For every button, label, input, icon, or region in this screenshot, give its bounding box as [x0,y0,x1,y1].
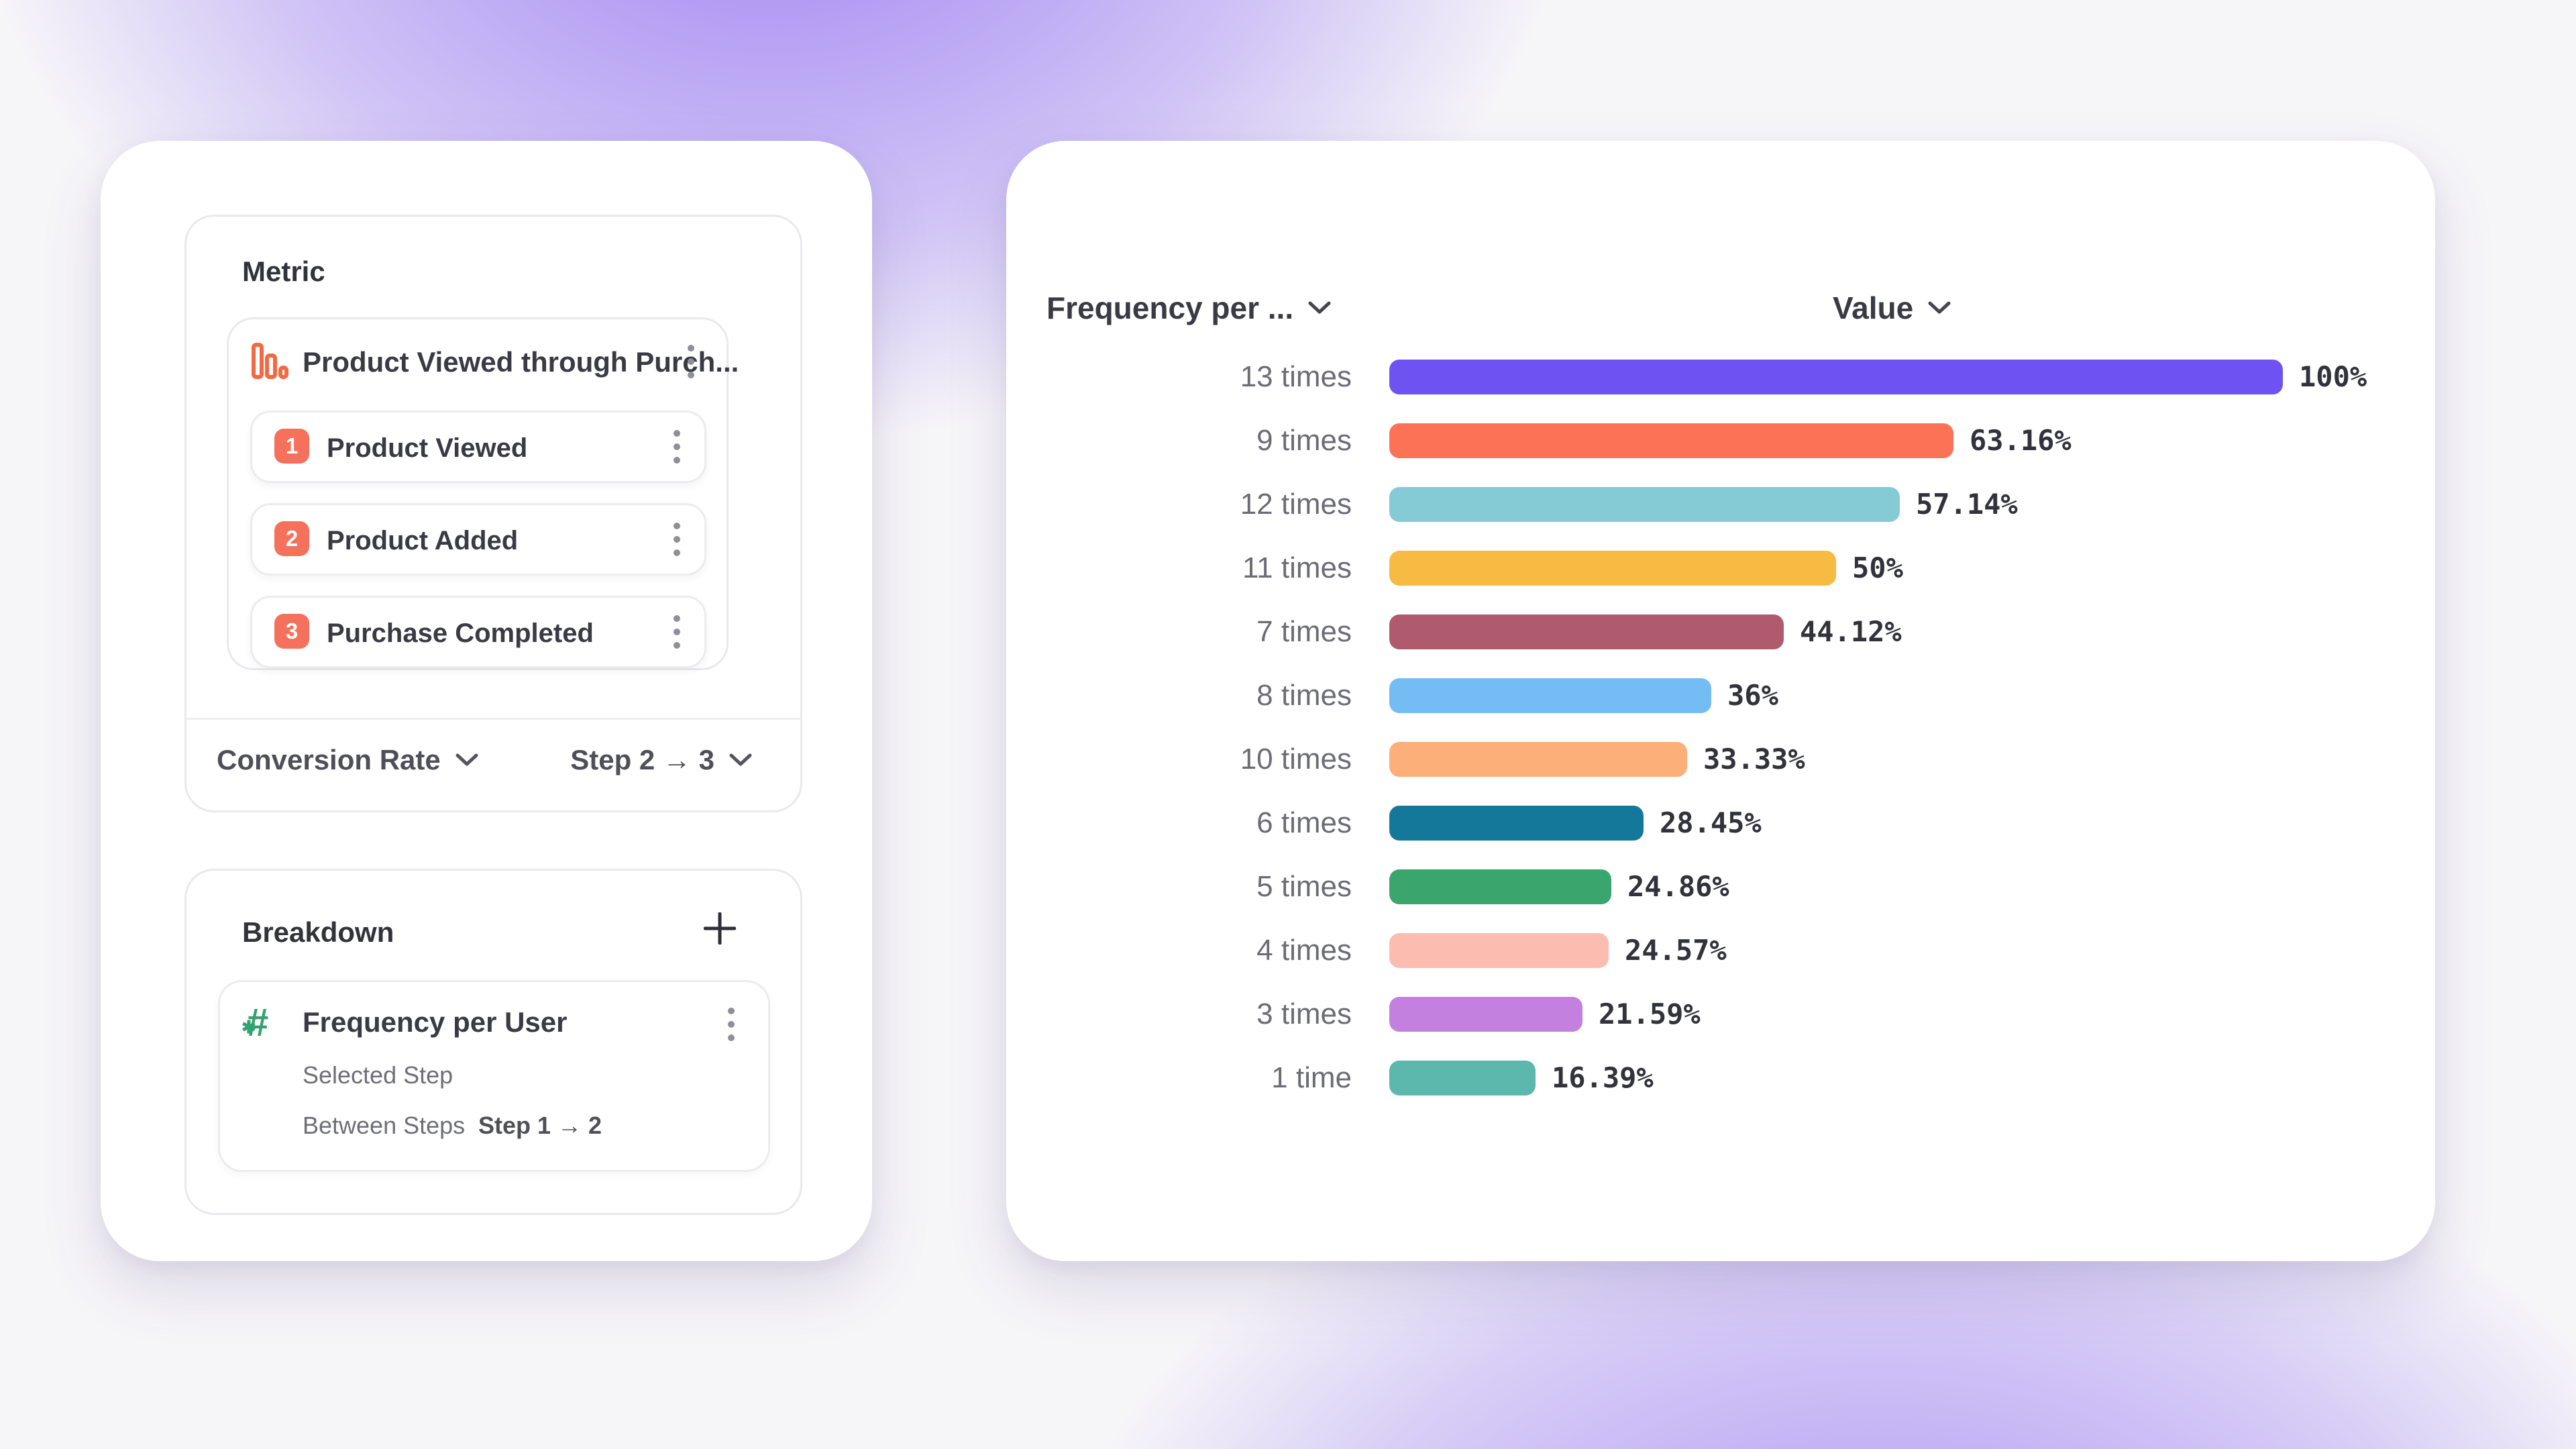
chart-row: 4 times 24.57% [1083,918,2412,982]
chart-row: 9 times 63.16% [1083,409,2412,472]
funnel-step[interactable]: 3 Purchase Completed [250,596,706,668]
bar-value-label: 50% [1852,551,1903,584]
bar[interactable] [1389,996,1582,1032]
bar[interactable] [1389,932,1609,968]
chart-header: Frequency per ... Value [1006,290,2435,330]
metric-panel: Metric Product Viewed through Purch... 1… [184,215,802,812]
measure-dropdown[interactable]: Conversion Rate [217,744,478,776]
chevron-down-icon [455,753,478,767]
step-label: Product Viewed [327,433,528,463]
chart-row: 10 times 33.33% [1083,727,2412,791]
breakdown-column-dropdown[interactable]: Frequency per ... [1046,290,1331,326]
step-number-badge: 3 [274,614,309,649]
chevron-down-icon [1308,301,1331,315]
step-label: Product Added [327,526,519,555]
bar-category-label: 7 times [1256,614,1352,648]
step-number-badge: 1 [274,429,309,464]
bar-value-label: 57.14% [1916,488,2018,521]
chart-row: 7 times 44.12% [1083,600,2412,663]
bar[interactable] [1389,614,1784,649]
plus-icon[interactable] [703,912,737,945]
bar-value-label: 33.33% [1703,743,1805,775]
bar[interactable] [1389,869,1611,904]
bar-category-label: 10 times [1240,742,1352,775]
bar-category-label: 4 times [1256,933,1352,967]
chart-row: 6 times 28.45% [1083,791,2412,855]
breakdown-item-title: Frequency per User [303,1006,568,1038]
bar[interactable] [1389,486,1900,522]
bar-chart: 13 times 100% 9 times 63.16% 12 times 57… [1083,345,2412,1110]
chart-row: 13 times 100% [1083,345,2412,409]
kebab-menu-icon[interactable] [674,629,680,635]
breakdown-column-label: Frequency per ... [1046,290,1294,325]
measure-dropdown-label: Conversion Rate [217,744,441,775]
bar-value-label: 24.57% [1625,934,1727,967]
bar-category-label: 5 times [1256,869,1352,903]
selected-step-label: Selected Step [303,1061,453,1089]
bar-value-label: 21.59% [1599,998,1701,1030]
chart-row: 11 times 50% [1083,536,2412,600]
chart-card: Frequency per ... Value 13 times 100% 9 … [1006,141,2435,1261]
query-builder-card: Metric Product Viewed through Purch... 1… [101,141,872,1261]
step-label: Purchase Completed [327,619,594,648]
funnel-step[interactable]: 2 Product Added [250,503,706,576]
kebab-menu-icon[interactable] [674,443,680,450]
funnel-bars-icon [251,342,288,383]
metric-footer: Conversion Rate Step 2 → 3 [186,720,800,808]
between-steps-value[interactable]: Step 1 → 2 [478,1112,602,1139]
bar-value-label: 100% [2299,360,2367,393]
bar-category-label: 9 times [1256,423,1352,457]
bar[interactable] [1389,550,1836,586]
bar[interactable] [1389,741,1687,777]
kebab-menu-icon[interactable] [688,358,694,365]
chart-row: 5 times 24.86% [1083,855,2412,918]
funnel-event-title: Product Viewed through Purch... [303,346,739,378]
chart-row: 8 times 36% [1083,663,2412,727]
bar-value-label: 16.39% [1552,1061,1654,1094]
bar[interactable] [1389,423,1953,458]
bar-category-label: 11 times [1242,551,1352,584]
bar-category-label: 1 time [1271,1061,1352,1094]
bar[interactable] [1389,359,2283,394]
funnel-step[interactable]: 1 Product Viewed [250,411,706,483]
kebab-menu-icon[interactable] [674,536,680,543]
funnel-event-header[interactable]: Product Viewed through Purch... [229,319,739,402]
bar[interactable] [1389,805,1644,841]
chevron-down-icon [729,753,752,767]
chart-row: 12 times 57.14% [1083,472,2412,536]
bar-category-label: 8 times [1256,678,1352,712]
bar-value-label: 36% [1727,679,1778,712]
value-column-dropdown[interactable]: Value [1833,290,1951,326]
chart-row: 1 time 16.39% [1083,1046,2412,1110]
bar-category-label: 3 times [1256,997,1352,1030]
breakdown-item[interactable]: # ✱ Frequency per User Selected Step Betw… [218,980,770,1172]
metric-panel-title: Metric [242,256,325,287]
bar-value-label: 24.86% [1627,870,1729,903]
step-range-dropdown[interactable]: Step 2 → 3 [570,744,752,776]
bar[interactable] [1389,1060,1536,1095]
breakdown-panel-title: Breakdown [242,916,394,948]
value-column-label: Value [1833,290,1914,325]
between-steps-label: Between Steps [303,1112,466,1139]
chevron-down-icon [1928,301,1951,315]
breakdown-panel: Breakdown # ✱ Frequency per User Selected… [184,869,802,1215]
bar-category-label: 13 times [1240,360,1352,393]
bar-value-label: 44.12% [1800,615,1902,648]
bar-value-label: 28.45% [1660,806,1762,839]
step-number-badge: 2 [274,521,309,556]
numeric-hash-icon: # ✱ [241,1001,269,1044]
kebab-menu-icon[interactable] [728,1021,735,1028]
step-range-dropdown-label: Step 2 → 3 [570,744,714,775]
bar[interactable] [1389,678,1711,713]
funnel-event-group: Product Viewed through Purch... 1 Produc… [227,317,739,670]
bar-category-label: 6 times [1256,806,1352,839]
bar-value-label: 63.16% [1970,424,2072,457]
divider [186,718,800,720]
bar-category-label: 12 times [1240,487,1352,521]
chart-row: 3 times 21.59% [1083,982,2412,1046]
